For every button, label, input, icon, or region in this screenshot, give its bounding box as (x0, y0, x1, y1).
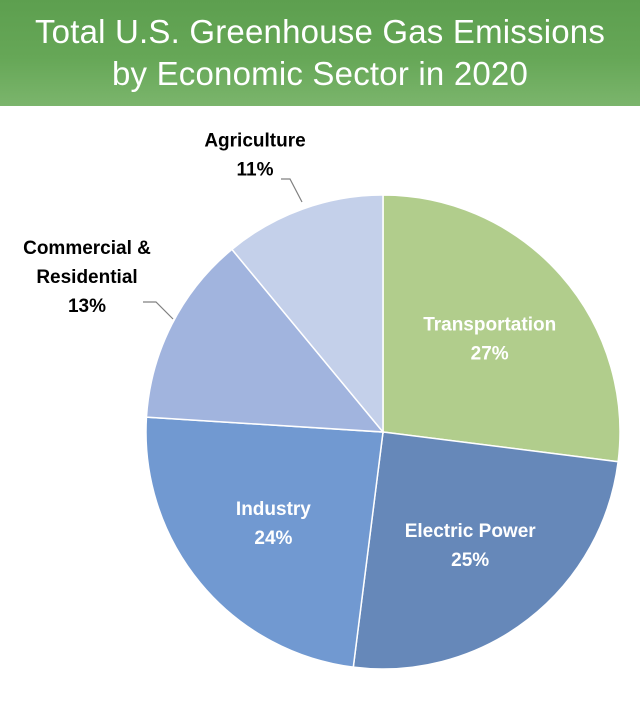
slice-percent-industry: 24% (254, 528, 292, 549)
slice-percent-electric-power: 25% (451, 550, 489, 571)
pie-slice-commercial-residential (145, 248, 385, 433)
pie-chart: Transportation 27% Electric Power 25% Indust… (23, 131, 621, 670)
slice-percent-transportation: 27% (471, 344, 509, 365)
slice-percent-commercial-residential: 13% (68, 296, 106, 317)
slice-name-commercial-residential: Residential (36, 267, 137, 288)
chart-title-line-1: Total U.S. Greenhouse Gas Emissions (34, 13, 606, 50)
slice-label-electric-power: Electric Power 25% (405, 521, 537, 571)
slice-name-industry: Industry (236, 499, 311, 520)
slice-percent-agriculture: 11% (237, 160, 274, 181)
pie-slice-transportation (382, 194, 621, 463)
chart-title-line-2: by Economic Sector in 2020 (111, 55, 529, 92)
leader-line-commercial-residential (143, 301, 174, 320)
leader-line-agriculture (281, 178, 303, 203)
slice-label-transportation: Transportation 27% (423, 315, 556, 365)
pie-slice-agriculture (230, 194, 384, 435)
slice-name-electric-power: Electric Power (405, 521, 537, 542)
chart-title-banner: Total U.S. Greenhouse Gas Emissions by E… (0, 0, 640, 106)
pie-slice-electric-power (352, 431, 619, 670)
slice-label-agriculture: Agriculture 11% (204, 131, 305, 181)
pie-slice-industry (145, 416, 384, 668)
slice-name-transportation: Transportation (423, 315, 556, 336)
slice-name-agriculture: Agriculture (204, 131, 305, 152)
slice-name-commercial-residential: Commercial & (23, 238, 151, 259)
slice-label-industry: Industry 24% (236, 499, 311, 549)
slice-label-commercial-residential: Commercial & Residential 13% (23, 238, 151, 317)
